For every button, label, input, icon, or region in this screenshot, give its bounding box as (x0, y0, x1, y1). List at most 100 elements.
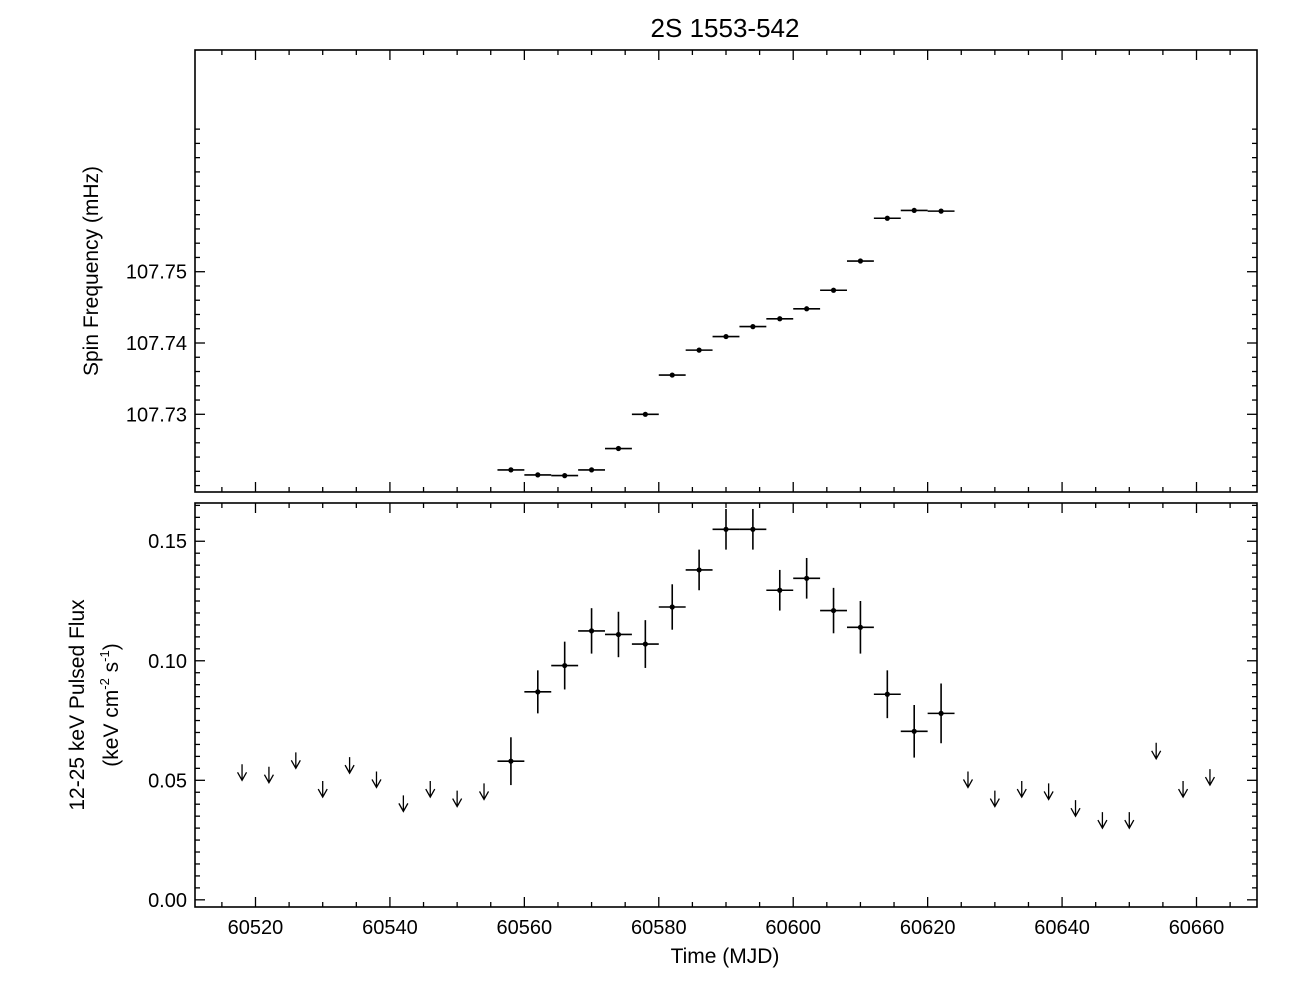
data-point (830, 607, 837, 614)
spin-frequency-point (685, 347, 713, 353)
data-point (750, 324, 756, 330)
data-point (588, 628, 595, 634)
pulsed-flux-point (524, 670, 552, 714)
upper-limit-arrow (1124, 812, 1135, 830)
data-point (508, 467, 514, 473)
pulsed-flux-y-axis-label-line1: 12-25 keV Pulsed Flux (66, 599, 89, 811)
spin-frequency-point (927, 208, 955, 214)
upper-limit-arrow (290, 752, 301, 770)
spin-frequency-point (712, 333, 740, 340)
unit-part-a: (keV cm (100, 690, 123, 767)
x-tick-label: 60660 (1169, 917, 1225, 939)
data-point (750, 526, 756, 532)
data-point (669, 604, 675, 610)
spin-frequency-point (658, 372, 686, 378)
upper-limit-arrow (1016, 781, 1027, 799)
upper-limit-arrow (344, 757, 355, 775)
pulsed-flux-point (820, 587, 847, 634)
unit-part-b: s (100, 662, 123, 678)
pulsed-flux-point (712, 508, 740, 550)
data-point (857, 624, 864, 630)
pulsed-flux-point (793, 557, 821, 599)
x-tick-label: 60620 (900, 917, 956, 939)
data-point (723, 333, 729, 340)
unit-sup-a: -2 (97, 678, 112, 690)
data-point (696, 347, 702, 353)
pulsed-flux-point (551, 641, 579, 690)
upper-limit-arrow (452, 790, 463, 808)
upper-limit-arrow (1204, 769, 1216, 787)
x-tick-label: 60600 (765, 917, 821, 939)
upper-limit-arrow (1070, 800, 1081, 818)
data-point (884, 691, 890, 697)
x-tick-labels: 60520 60540 60560 60580 60600 60620 60640 60660 (228, 917, 1225, 939)
data-point (938, 710, 944, 716)
upper-limit-arrow (317, 781, 328, 799)
data-point (669, 372, 675, 378)
pulsed-flux-upper-limits (236, 742, 1216, 830)
data-point (911, 207, 917, 214)
pulsed-flux-point (658, 584, 686, 630)
pulsed-flux-point (766, 569, 794, 611)
spin-frequency-panel: 107.73 107.74 107.75 Spin Frequency (mHz) (80, 49, 1258, 493)
upper-limit-arrow (478, 783, 490, 801)
data-point (777, 316, 783, 322)
data-point (857, 258, 864, 264)
spin-frequency-y-tick-label: 107.75 (126, 262, 187, 284)
pulsed-flux-point (631, 620, 659, 668)
pulsed-flux-point (685, 549, 713, 591)
upper-limit-arrow (1151, 742, 1162, 761)
data-point (535, 472, 541, 478)
upper-limit-arrow (989, 790, 1000, 808)
pulsed-flux-point (497, 737, 525, 786)
spin-frequency-ticks (195, 50, 1257, 492)
spin-frequency-point (497, 467, 525, 473)
x-tick-label: 60520 (228, 917, 284, 939)
spin-frequency-point (578, 467, 606, 473)
spin-frequency-point (739, 324, 767, 330)
upper-limit-arrow (1177, 781, 1189, 799)
data-point (508, 758, 514, 764)
data-point (884, 215, 890, 221)
unit-part-c: ) (100, 643, 123, 650)
pulsed-flux-point (873, 670, 901, 719)
upper-limit-arrow (263, 766, 275, 785)
spin-frequency-point (524, 472, 552, 478)
spin-frequency-point (605, 445, 632, 452)
data-point (642, 641, 648, 647)
data-point (911, 728, 917, 734)
upper-limit-arrow (425, 781, 436, 799)
pulsed-flux-y-tick-labels: 0.00 0.05 0.10 0.15 (148, 531, 187, 912)
spin-frequency-point (793, 306, 821, 312)
pulsed-flux-plot-frame (194, 502, 1258, 908)
upper-limit-arrow (962, 771, 974, 789)
pulsed-flux-panel: 0.00 0.05 0.10 0.15 60520 60540 60560 60580 606… (66, 502, 1258, 968)
spin-frequency-y-tick-label: 107.74 (126, 333, 187, 355)
pulsed-flux-point (846, 601, 874, 654)
data-point (535, 689, 541, 695)
spin-frequency-point (846, 258, 874, 264)
spin-frequency-data (497, 207, 955, 479)
spin-frequency-plot-frame (194, 49, 1258, 493)
pulsed-flux-ticks (195, 503, 1257, 907)
spin-frequency-y-axis-label: Spin Frequency (mHz) (80, 166, 103, 376)
spin-frequency-point (873, 215, 901, 221)
data-point (777, 587, 783, 593)
x-tick-label: 60540 (362, 917, 418, 939)
pulsed-flux-y-tick-label: 0.05 (148, 770, 187, 792)
unit-sup-b: -1 (97, 650, 112, 662)
data-point (642, 411, 648, 417)
upper-limit-arrow (1043, 783, 1054, 801)
spin-frequency-point (631, 411, 659, 417)
pulsed-flux-point (739, 508, 767, 550)
x-tick-label: 60580 (631, 917, 687, 939)
pulsed-flux-y-axis-label-line2: (keV cm-2 s-1) (97, 643, 123, 766)
data-point (696, 567, 702, 573)
pulsed-flux-point (927, 683, 955, 744)
spin-frequency-y-tick-labels: 107.73 107.74 107.75 (126, 262, 187, 427)
upper-limit-arrow (1097, 812, 1108, 830)
data-point (723, 526, 729, 532)
pulsed-flux-y-tick-label: 0.00 (148, 890, 187, 912)
pulsed-flux-y-tick-label: 0.15 (148, 531, 187, 553)
